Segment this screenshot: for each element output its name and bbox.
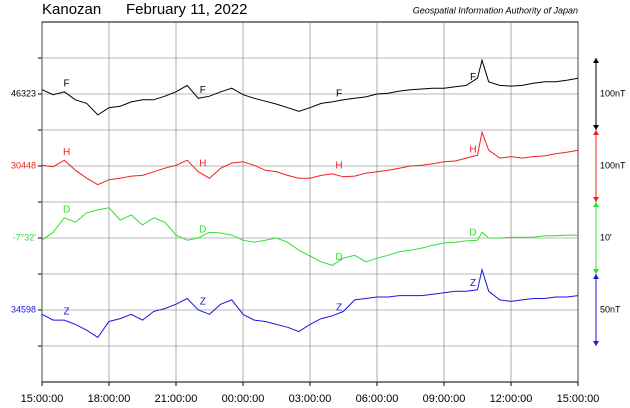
x-tick-label: 00:00:00 [222,393,265,405]
trace-letter: F [200,85,206,96]
x-tick-label: 03:00:00 [289,393,332,405]
scale-label: 100nT [600,160,626,170]
trace-letter: H [199,158,206,169]
scale-label: 100nT [600,88,626,98]
trace-letter: H [469,145,476,156]
x-tick-label: 15:00:00 [557,393,600,405]
x-tick-label: 18:00:00 [88,393,131,405]
reference-label: 46323 [11,88,36,98]
source-credit: Geospatial Information Authority of Japa… [413,5,578,15]
reference-label: 34598 [11,304,36,314]
trace-letter: Z [336,302,342,313]
x-tick-label: 15:00:00 [21,393,64,405]
trace-letter: Z [200,297,206,308]
station-name: Kanozan [42,1,101,18]
trace-letter: F [470,72,476,83]
scale-label: 10' [600,232,612,242]
chart-date: February 11, 2022 [126,1,247,18]
reference-label: -7°32' [13,232,37,242]
trace-line [41,130,579,186]
trace-letter: D [469,228,476,239]
trace-letter: F [336,89,342,100]
x-tick-label: 06:00:00 [356,393,399,405]
trace-line [41,207,578,266]
trace-letter: F [64,78,70,89]
trace-letter: Z [470,278,476,289]
trace-letter: D [335,252,342,263]
trace-letter: Z [64,307,70,318]
trace-line [41,267,579,339]
trace-letter: H [63,147,70,158]
x-tick-label: 12:00:00 [490,393,533,405]
trace-letter: H [335,161,342,172]
trace-letter: D [199,225,206,236]
trace-line [41,58,579,116]
scale-label: 50nT [600,304,621,314]
x-tick-label: 09:00:00 [423,393,466,405]
x-tick-label: 21:00:00 [155,393,198,405]
reference-label: 30448 [11,160,36,170]
trace-letter: D [63,204,70,215]
